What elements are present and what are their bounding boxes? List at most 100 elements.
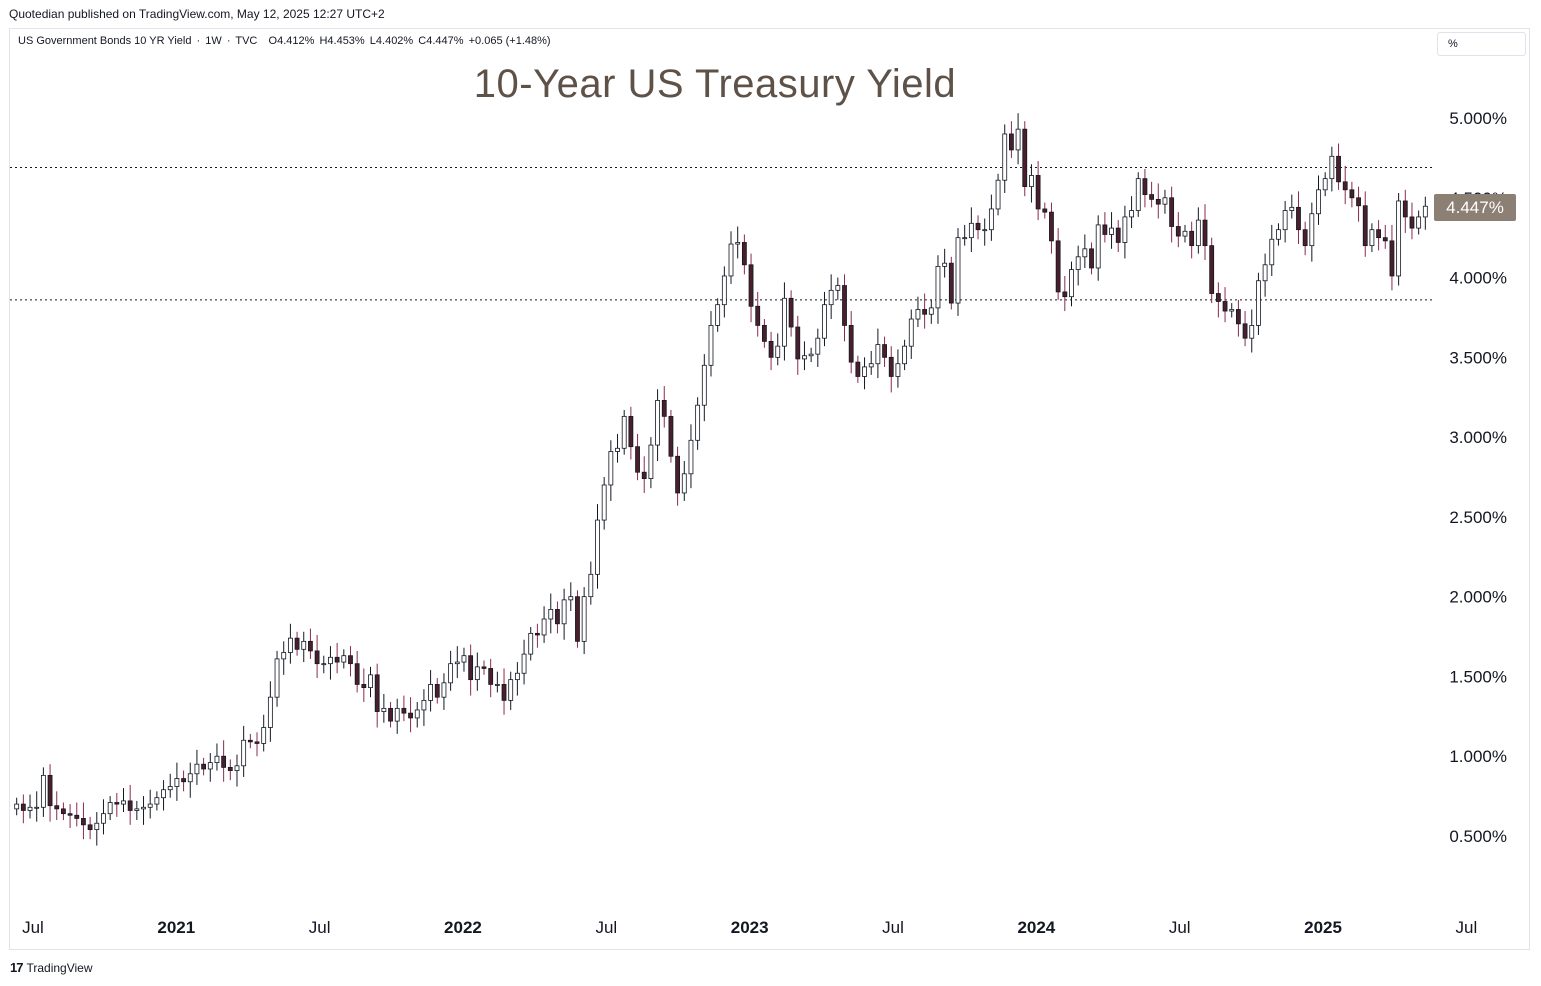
- candle-body: [394, 707, 400, 722]
- tradingview-logo[interactable]: 17 TradingView: [10, 960, 93, 975]
- candle-body: [1356, 197, 1361, 207]
- candle-body: [1422, 205, 1428, 218]
- scale-mode-button[interactable]: %: [1437, 32, 1526, 56]
- candle-body: [1009, 133, 1014, 151]
- candle-body: [815, 337, 821, 355]
- candle-body: [107, 802, 113, 815]
- candle-body: [181, 778, 186, 783]
- last-price-badge: 4.447%: [1434, 194, 1516, 221]
- candle-body: [154, 797, 160, 805]
- candle-body: [661, 400, 667, 417]
- candle-body: [1242, 323, 1248, 339]
- candle-body: [201, 763, 207, 770]
- candle-body: [1402, 200, 1408, 218]
- candle-body: [648, 444, 654, 479]
- chart-title: 10-Year US Treasury Yield: [473, 62, 957, 106]
- candle-body: [721, 275, 727, 306]
- candle-body: [121, 800, 126, 805]
- candle-body: [1055, 240, 1061, 293]
- candle-body: [975, 222, 981, 231]
- candle-body: [454, 661, 460, 665]
- candle-body: [808, 353, 814, 357]
- candle-body: [294, 637, 300, 650]
- x-tick-label: Jul: [22, 918, 44, 937]
- candle-body: [1302, 229, 1308, 247]
- candle-body: [281, 652, 287, 660]
- candle-body: [928, 307, 934, 315]
- candle-body: [501, 684, 507, 701]
- candle-body: [61, 808, 66, 815]
- candle-body: [588, 573, 594, 598]
- candle-body: [221, 755, 227, 768]
- candle-body: [174, 778, 180, 787]
- x-tick-label: Jul: [882, 918, 904, 937]
- candle-body: [1015, 128, 1021, 151]
- symbol-interval[interactable]: 1W: [205, 35, 222, 47]
- candle-body: [388, 707, 393, 722]
- y-tick-label: 1.500%: [1449, 667, 1507, 686]
- candle-body: [354, 663, 360, 685]
- candle-body: [34, 806, 40, 809]
- candle-body: [461, 655, 467, 663]
- candle-body: [541, 618, 547, 636]
- candle-body: [1382, 237, 1388, 242]
- candle-body: [915, 309, 921, 320]
- candle-body: [1162, 197, 1168, 205]
- candle-body: [888, 356, 894, 377]
- symbol-info: US Government Bonds 10 YR Yield · 1W · T…: [18, 35, 551, 47]
- candle-body: [1262, 264, 1268, 282]
- candle-body: [308, 640, 313, 652]
- candle-body: [615, 447, 620, 452]
- y-tick-label: 5.000%: [1449, 109, 1507, 128]
- tradingview-brand: TradingView: [26, 960, 93, 975]
- x-tick-label: 2025: [1304, 918, 1342, 937]
- candle-body: [755, 305, 761, 326]
- candle-body: [47, 774, 53, 807]
- publish-line: Quotedian published on TradingView.com, …: [9, 7, 385, 21]
- candle-body: [555, 609, 560, 625]
- candle-body: [922, 309, 928, 315]
- candle-body: [1409, 216, 1415, 229]
- candle-body: [1189, 230, 1195, 247]
- candle-body: [428, 684, 433, 701]
- candle-body: [895, 363, 901, 377]
- candle-body: [962, 237, 968, 240]
- candle-body: [668, 415, 674, 457]
- candle-body: [274, 658, 280, 698]
- candle-body: [481, 666, 487, 669]
- candle-body: [81, 818, 86, 826]
- candle-body: [1376, 229, 1381, 239]
- y-tick-label: 3.000%: [1449, 428, 1507, 447]
- candle-body: [1202, 219, 1208, 247]
- x-tick-label: 2023: [731, 918, 769, 937]
- candle-body: [1169, 197, 1175, 227]
- candle-body: [261, 727, 267, 744]
- candle-body: [40, 774, 46, 808]
- candle-body: [1062, 291, 1068, 298]
- candle-body: [1362, 205, 1368, 247]
- candle-body: [908, 318, 914, 347]
- candle-body: [1209, 245, 1215, 294]
- candle-body: [234, 765, 240, 771]
- candle-body: [101, 813, 106, 824]
- candle-body: [902, 345, 907, 365]
- candle-body: [735, 242, 741, 245]
- candle-body: [1349, 189, 1355, 199]
- ohlc-low: L4.402%: [369, 35, 414, 47]
- candle-body: [214, 755, 220, 764]
- candle-body: [321, 663, 327, 666]
- candle-body: [368, 674, 373, 689]
- candle-body: [1342, 181, 1348, 191]
- x-tick-label: Jul: [595, 918, 617, 937]
- candle-body: [441, 682, 447, 698]
- candle-body: [655, 400, 660, 446]
- candle-body: [1229, 309, 1235, 312]
- candle-body: [1222, 301, 1228, 312]
- candle-body: [681, 473, 687, 494]
- candle-body: [348, 655, 353, 665]
- symbol-name[interactable]: US Government Bonds 10 YR Yield: [18, 35, 192, 47]
- candle-body: [1149, 194, 1155, 200]
- x-tick-label: Jul: [1169, 918, 1191, 937]
- candle-body: [247, 739, 253, 743]
